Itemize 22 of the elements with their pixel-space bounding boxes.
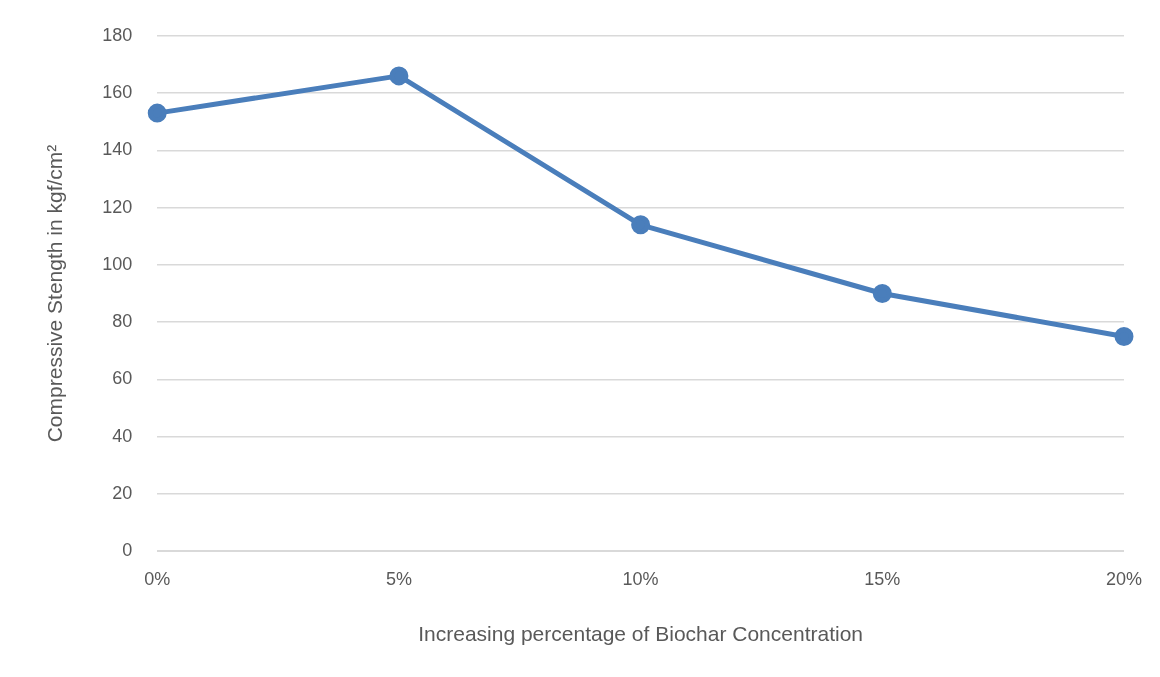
x-tick-label: 15% bbox=[864, 568, 901, 589]
y-tick-label: 160 bbox=[102, 82, 133, 103]
y-tick-label: 140 bbox=[102, 139, 133, 160]
x-axis-title: Increasing percentage of Biochar Concentration bbox=[418, 622, 863, 646]
point bbox=[631, 215, 651, 235]
point bbox=[147, 103, 167, 123]
y-tick-label: 80 bbox=[112, 311, 133, 332]
y-tick-label: 40 bbox=[112, 425, 133, 446]
y-tick-label: 100 bbox=[102, 253, 133, 274]
x-tick-label: 0% bbox=[144, 568, 171, 589]
x-tick-label: 10% bbox=[622, 568, 659, 589]
point bbox=[1114, 326, 1134, 346]
y-tick-label: 20 bbox=[112, 482, 133, 503]
y-tick-label: 120 bbox=[102, 196, 133, 217]
x-tick-label: 20% bbox=[1105, 568, 1142, 589]
x-tick-label: 5% bbox=[385, 568, 412, 589]
y-tick-label: 0 bbox=[122, 540, 133, 561]
y-tick-label: 60 bbox=[112, 368, 133, 389]
point bbox=[872, 284, 892, 303]
y-axis-title: Compressive Stength in kgf/cm² bbox=[43, 144, 67, 443]
point bbox=[389, 66, 409, 86]
y-tick-label: 180 bbox=[102, 24, 133, 45]
